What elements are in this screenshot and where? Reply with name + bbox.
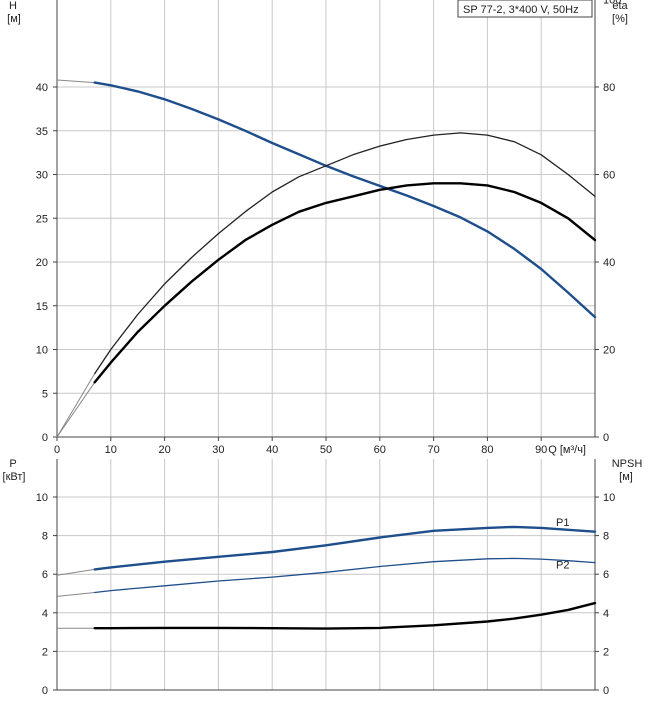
top-left-tick-label: 5: [42, 388, 48, 400]
top-left-tick-label: 15: [36, 301, 48, 313]
top-x-tick-label: 90: [535, 444, 547, 456]
top-left-tick-label: 30: [36, 170, 48, 182]
top-x-tick-label: 70: [427, 444, 439, 456]
bottom-series-0-line: [93, 525, 597, 571]
bottom-right-tick-label: 2: [603, 646, 609, 658]
top-x-tick-label: 50: [320, 444, 332, 456]
bottom-series-2-line: [93, 601, 597, 630]
top-right-tick-label: 40: [603, 257, 615, 269]
top-x-tick-label: 10: [105, 444, 117, 456]
bottom-left-tick-label: 8: [42, 531, 48, 543]
top-left-tick-label: 40: [36, 82, 48, 94]
top-x-tick-label: 30: [212, 444, 224, 456]
bottom-right-tick-label: 10: [603, 492, 615, 504]
top-series-0-line: [93, 81, 597, 319]
bottom-left-tick-label: 2: [42, 646, 48, 658]
top-left-tick-label: 25: [36, 213, 48, 225]
bottom-left-tick-label: 4: [42, 608, 48, 620]
bottom-right-tick-label: 4: [603, 608, 609, 620]
bottom-left-tick-label: 0: [42, 685, 48, 697]
top-right-axis-title: eta: [612, 0, 628, 12]
top-x-tick-label: 0: [54, 444, 60, 456]
bottom-right-axis-unit: [м]: [619, 471, 633, 483]
top-series-1-line: [94, 132, 596, 375]
top-right-tick-label: 100: [603, 0, 621, 7]
bottom-right-tick-label: 8: [603, 531, 609, 543]
bottom-right-axis-title: NPSH: [612, 458, 643, 470]
bottom-right-tick-label: 6: [603, 569, 609, 581]
bottom-left-axis-title: P: [9, 458, 16, 470]
top-x-tick-label: 60: [374, 444, 386, 456]
x-axis-title: Q [м³/ч]: [548, 444, 586, 456]
top-series-0-lead-in: [56, 79, 95, 84]
top-right-tick-label: 20: [603, 345, 615, 357]
top-series-2-line: [93, 182, 597, 384]
bottom-series-1-line: [94, 557, 596, 594]
top-left-tick-label: 35: [36, 126, 48, 138]
top-x-tick-label: 40: [266, 444, 278, 456]
bottom-left-axis-unit: [кВт]: [3, 471, 26, 483]
bottom-left-tick-label: 10: [36, 492, 48, 504]
top-x-tick-label: 80: [481, 444, 493, 456]
bottom-series-1-lead-in: [56, 592, 95, 597]
legend-text: SP 77-2, 3*400 V, 50Hz: [463, 4, 579, 16]
top-left-tick-label: 0: [42, 432, 48, 444]
series-label-P1: P1: [556, 517, 569, 529]
legend-box: [457, 0, 593, 18]
top-left-tick-label: 10: [36, 345, 48, 357]
top-right-tick-label: 80: [603, 82, 615, 94]
top-left-axis-title: H: [9, 0, 17, 12]
top-series-2-lead-in: [56, 382, 96, 438]
top-right-tick-label: 0: [603, 432, 609, 444]
top-right-axis-unit: [%]: [612, 13, 628, 25]
bottom-left-tick-label: 6: [42, 569, 48, 581]
series-label-P2: P2: [556, 560, 569, 572]
top-left-tick-label: 20: [36, 257, 48, 269]
top-right-tick-label: 60: [603, 170, 615, 182]
top-series-1-lead-in: [56, 373, 96, 438]
bottom-right-tick-label: 0: [603, 685, 609, 697]
bottom-series-0-lead-in: [56, 568, 95, 576]
top-x-tick-label: 20: [158, 444, 170, 456]
top-left-axis-unit: [м]: [7, 13, 21, 25]
